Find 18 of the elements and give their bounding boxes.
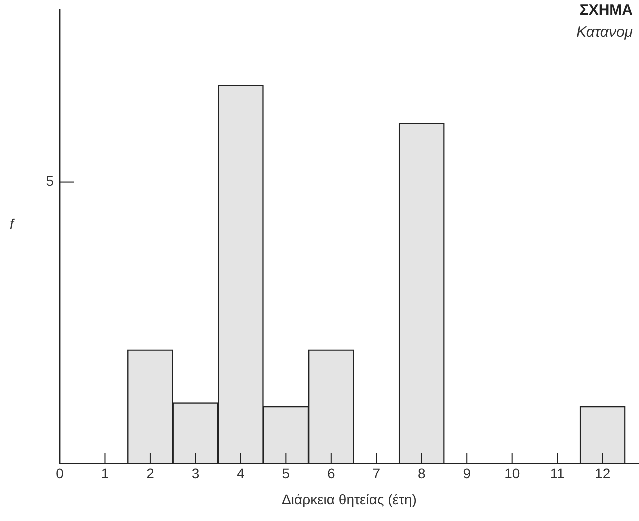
y-axis-title: f <box>10 216 14 232</box>
x-tick-label: 1 <box>101 466 110 482</box>
x-tick-label: 2 <box>146 466 155 482</box>
x-tick-label: 4 <box>237 466 246 482</box>
x-tick-label: 0 <box>56 466 64 482</box>
chart-title: ΣΧΗΜΑ <box>580 2 633 19</box>
x-tick-label: 8 <box>418 466 426 482</box>
x-tick-label: 3 <box>192 466 200 482</box>
x-tick-label: 9 <box>463 466 472 482</box>
x-tick-label: 7 <box>372 466 381 482</box>
x-axis-title: Διάρκεια θητείας (έτη) <box>282 491 417 508</box>
x-tick-label: 11 <box>550 466 566 482</box>
x-tick-label: 5 <box>282 466 290 482</box>
text: 5 <box>46 173 54 190</box>
x-tick-label: 10 <box>504 466 520 482</box>
chart-subtitle: Κατανομ <box>576 24 633 41</box>
x-tick-label: 12 <box>595 466 611 482</box>
x-tick-label: 6 <box>328 466 336 482</box>
